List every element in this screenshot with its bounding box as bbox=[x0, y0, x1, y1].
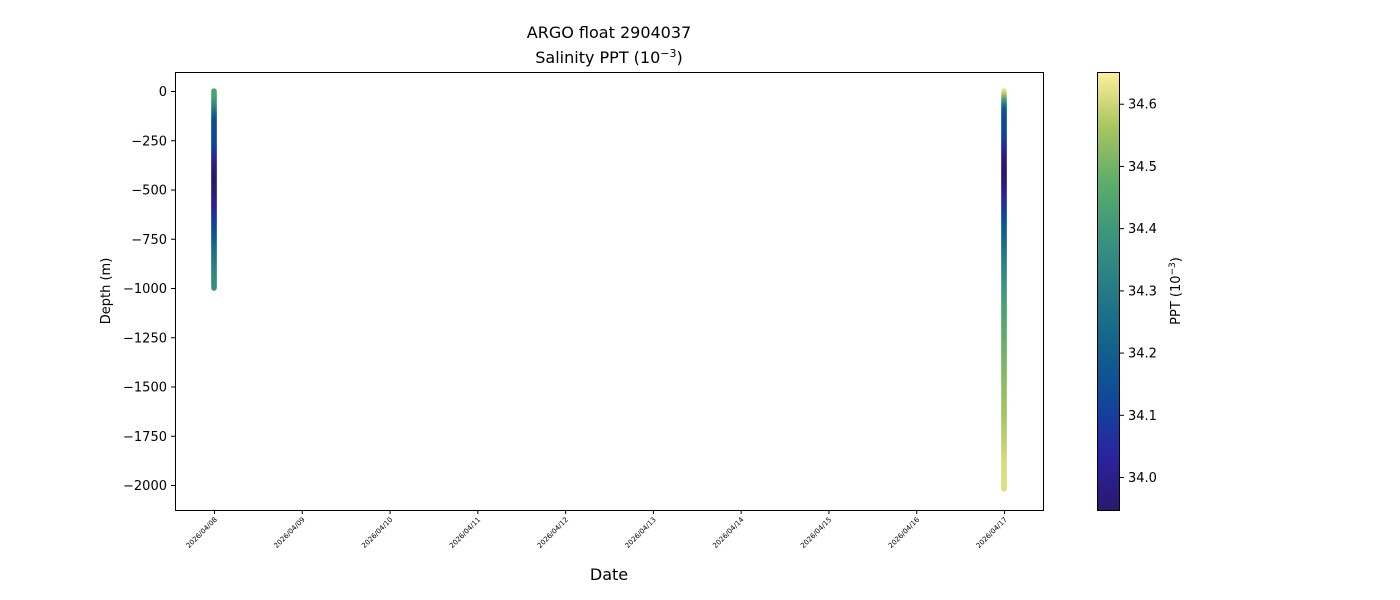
x-tick-label: 2026/04/08 bbox=[185, 516, 219, 550]
chart-subtitle: Salinity PPT (10−3) bbox=[535, 47, 683, 67]
y-axis: 0 −250 −500 −750 −1000 −1250 −1500 −1750 −2000 bbox=[123, 85, 175, 494]
plot-marks bbox=[211, 88, 1007, 492]
y-tick-label: 0 bbox=[159, 85, 167, 100]
y-tick-label: −500 bbox=[131, 184, 167, 199]
x-tick-label: 2026/04/09 bbox=[272, 516, 306, 550]
colorbar-axis: 34.0 34.1 34.2 34.3 34.4 34.5 34.6 bbox=[1120, 98, 1157, 486]
y-tick-label: −1000 bbox=[123, 282, 167, 297]
y-axis-label: Depth (m) bbox=[99, 258, 114, 325]
y-tick-label: −1750 bbox=[123, 430, 167, 445]
colorbar-tick-label: 34.6 bbox=[1128, 98, 1157, 113]
y-tick-label: −750 bbox=[131, 233, 167, 248]
x-tick-label: 2026/04/12 bbox=[536, 516, 570, 550]
colorbar-tick-label: 34.5 bbox=[1128, 160, 1157, 175]
colorbar-label: PPT (10−3) bbox=[1168, 257, 1184, 325]
y-tick-label: −250 bbox=[131, 134, 167, 149]
colorbar-tick-label: 34.4 bbox=[1128, 222, 1157, 237]
x-axis: 2026/04/08 2026/04/09 2026/04/10 2026/04/11… bbox=[185, 510, 1009, 550]
y-tick-label: −2000 bbox=[123, 479, 167, 494]
colorbar-tick-label: 34.3 bbox=[1128, 284, 1157, 299]
colorbar-tick-label: 34.2 bbox=[1128, 347, 1157, 362]
x-tick-label: 2026/04/10 bbox=[360, 516, 394, 550]
plot-frame bbox=[175, 72, 1044, 511]
x-tick-label: 2026/04/17 bbox=[975, 516, 1009, 550]
x-tick-label: 2026/04/13 bbox=[624, 516, 658, 550]
x-tick-label: 2026/04/16 bbox=[887, 515, 922, 550]
colorbar bbox=[1097, 72, 1120, 511]
x-tick-label: 2026/04/14 bbox=[711, 515, 746, 550]
colorbar-tick-label: 34.0 bbox=[1128, 471, 1157, 486]
x-tick-label: 2026/04/15 bbox=[799, 516, 833, 550]
chart-title: ARGO float 2904037 bbox=[527, 23, 691, 42]
y-tick-label: −1500 bbox=[123, 381, 167, 396]
colorbar-tick-label: 34.1 bbox=[1128, 409, 1157, 424]
x-tick-label: 2026/04/11 bbox=[448, 516, 482, 550]
y-tick-label: −1250 bbox=[123, 331, 167, 346]
x-axis-label: Date bbox=[590, 565, 628, 584]
